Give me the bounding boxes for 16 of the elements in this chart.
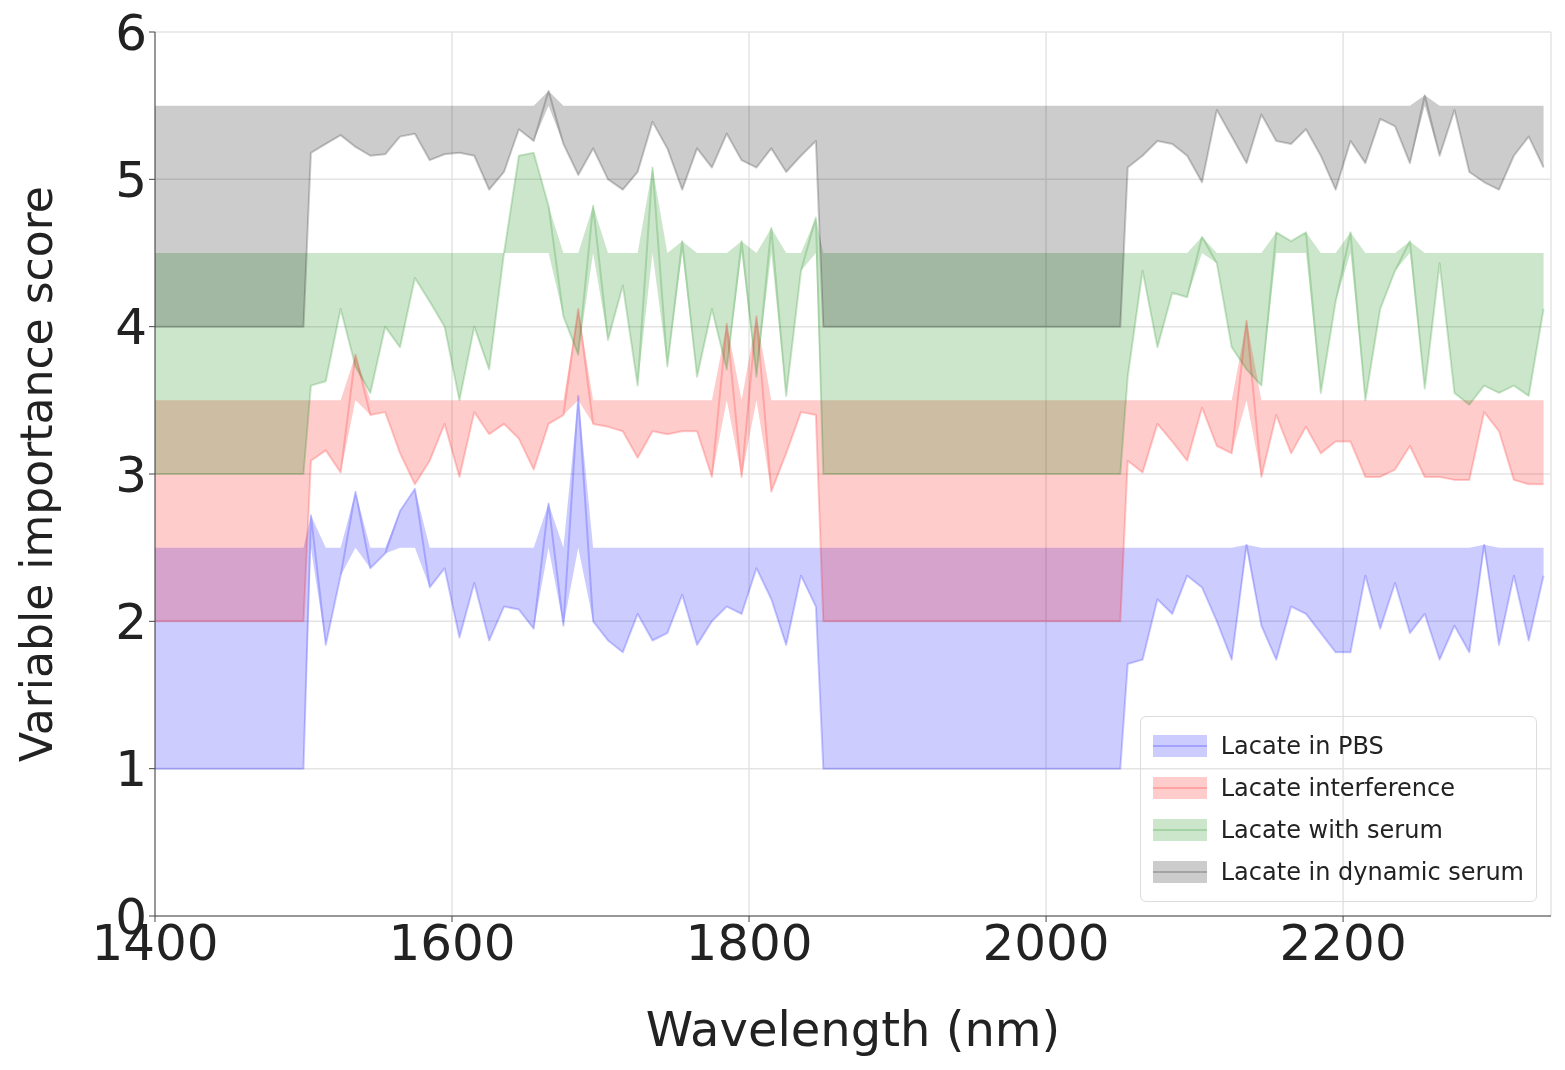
- legend-label: Lacate in PBS: [1220, 731, 1384, 762]
- x-tick-label: 2200: [1279, 913, 1407, 972]
- x-tick-label: 1800: [685, 913, 813, 972]
- y-tick-label: 1: [115, 740, 147, 799]
- y-axis-title: Variable importance score: [10, 186, 62, 762]
- y-tick-label: 2: [115, 593, 147, 652]
- y-tick-label: 6: [115, 3, 147, 62]
- y-tick-label: 3: [115, 445, 147, 504]
- y-tick-label: 4: [115, 298, 147, 357]
- legend-label: Lacate in dynamic serum: [1220, 857, 1524, 888]
- x-axis-title: Wavelength (nm): [645, 1001, 1061, 1057]
- x-tick-label: 1600: [388, 913, 516, 972]
- legend-label: Lacate with serum: [1220, 815, 1443, 846]
- x-tick-label: 2000: [982, 913, 1110, 972]
- y-tick-label: 5: [115, 151, 147, 210]
- legend-label: Lacate interference: [1220, 773, 1455, 804]
